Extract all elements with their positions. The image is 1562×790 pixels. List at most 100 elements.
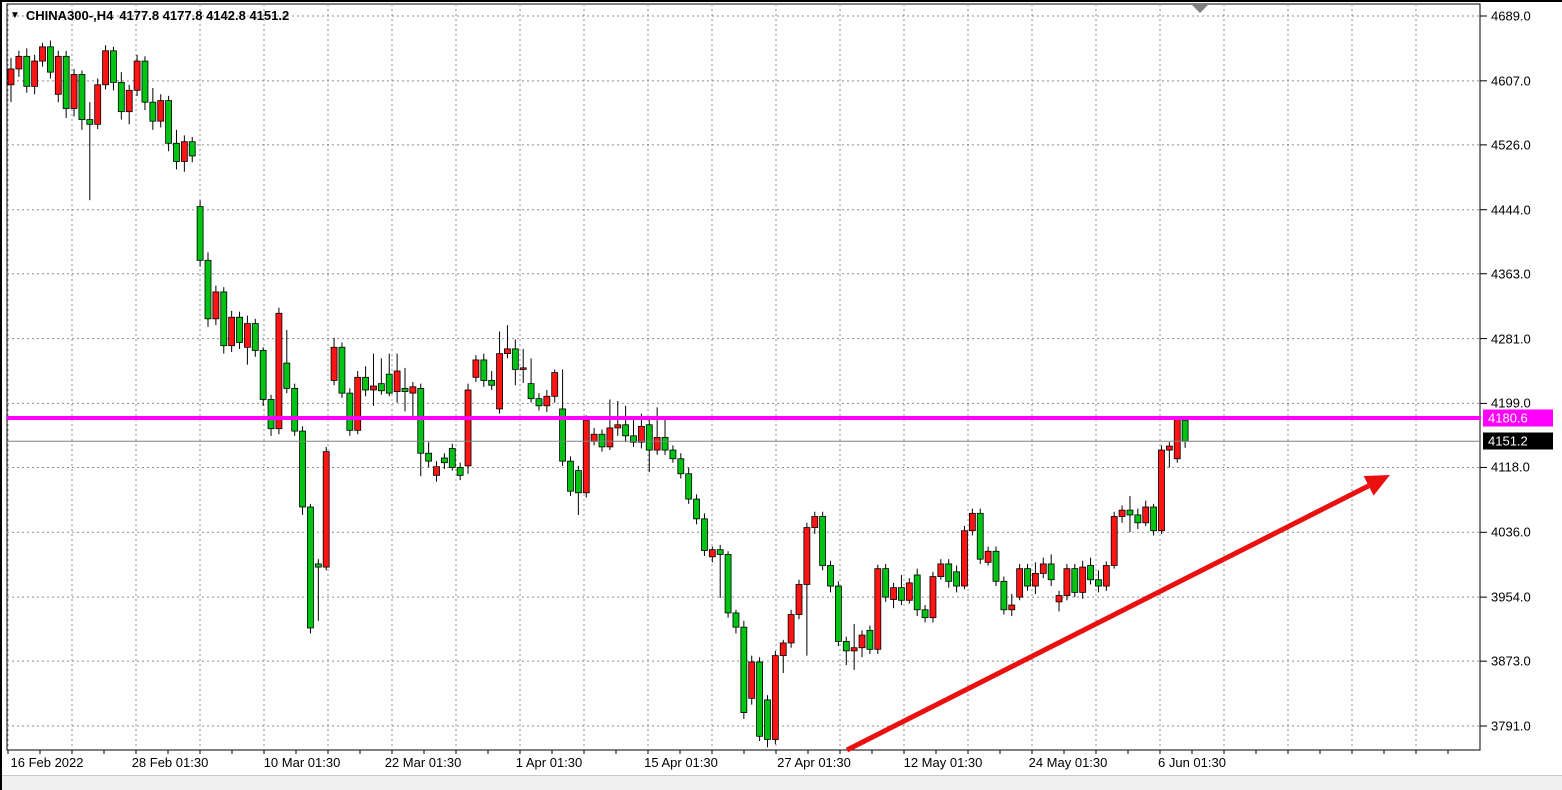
date-axis-label: 27 Apr 01:30 bbox=[777, 755, 851, 770]
price-axis-label: 3791.0 bbox=[1491, 718, 1531, 734]
candle-bearish bbox=[645, 424, 653, 451]
candle-bullish bbox=[322, 451, 330, 568]
candle-bearish bbox=[456, 467, 464, 476]
candle-bearish bbox=[291, 387, 299, 432]
candle-bullish bbox=[1039, 563, 1047, 574]
candle-bullish bbox=[464, 389, 472, 467]
candle-bullish bbox=[370, 385, 377, 391]
candle-bullish bbox=[393, 370, 401, 392]
candle-bearish bbox=[283, 362, 291, 389]
candle-bearish bbox=[1087, 565, 1094, 581]
candle-bearish bbox=[78, 74, 86, 120]
candle-bullish bbox=[929, 576, 937, 619]
candle-bearish bbox=[827, 565, 834, 587]
candle-bullish bbox=[850, 647, 858, 652]
candle-bearish bbox=[1134, 514, 1142, 524]
candle-bearish bbox=[425, 452, 433, 462]
candle-bullish bbox=[157, 100, 165, 122]
candle-bearish bbox=[764, 699, 771, 740]
date-axis-label: 6 Jun 01:30 bbox=[1158, 755, 1226, 770]
candle-bullish bbox=[243, 323, 251, 348]
candle-bearish bbox=[86, 119, 94, 125]
candle-bullish bbox=[180, 141, 188, 162]
candle-bearish bbox=[251, 323, 259, 351]
ohlc-values-label: 4177.8 4177.8 4142.8 4151.2 bbox=[119, 8, 290, 23]
symbol-timeframe-label: CHINA300-,H4 bbox=[25, 8, 114, 23]
candle-bearish bbox=[819, 516, 827, 566]
candle-bearish bbox=[598, 433, 606, 448]
price-axis-label: 4607.0 bbox=[1491, 73, 1531, 89]
candle-bearish bbox=[196, 206, 204, 261]
symbol-dropdown-icon[interactable]: ▼ bbox=[10, 9, 20, 21]
candle-bearish bbox=[1047, 563, 1055, 581]
date-axis-label: 16 Feb 2022 bbox=[10, 755, 84, 770]
candle-bullish bbox=[354, 376, 362, 431]
candle-bullish bbox=[653, 437, 661, 451]
candle-bearish bbox=[338, 346, 346, 394]
candle-bullish bbox=[1173, 418, 1181, 460]
candle-bearish bbox=[259, 350, 267, 400]
candle-bullish bbox=[31, 60, 39, 87]
candle-bearish bbox=[362, 376, 370, 391]
candle-bearish bbox=[661, 437, 669, 451]
candle-bullish bbox=[614, 424, 622, 429]
candle-bullish bbox=[433, 466, 440, 476]
candle-bearish bbox=[913, 574, 921, 611]
price-axis-label: 4036.0 bbox=[1491, 524, 1531, 540]
candle-bullish bbox=[937, 563, 945, 577]
candle-bullish bbox=[1016, 568, 1024, 598]
candle-bearish bbox=[756, 661, 763, 737]
candle-bearish bbox=[685, 473, 693, 500]
candle-bearish bbox=[567, 460, 574, 492]
candle-bullish bbox=[874, 568, 882, 650]
candle-bullish bbox=[54, 55, 62, 95]
candle-bearish bbox=[267, 399, 275, 430]
candle-bearish bbox=[236, 316, 243, 343]
candle-bearish bbox=[992, 550, 1000, 582]
candle-bearish bbox=[953, 571, 960, 587]
price-axis-label: 3873.0 bbox=[1491, 653, 1531, 669]
candle-bearish bbox=[724, 554, 732, 614]
candle-bullish bbox=[890, 587, 897, 600]
candle-bearish bbox=[188, 141, 196, 157]
candle-bullish bbox=[1055, 595, 1063, 603]
candle-bearish bbox=[385, 373, 393, 394]
candle-bullish bbox=[1142, 506, 1150, 524]
candle-bullish bbox=[496, 353, 503, 410]
candle-bullish bbox=[504, 348, 511, 355]
candle-bearish bbox=[299, 430, 306, 508]
candle-bullish bbox=[543, 395, 551, 407]
price-axis-label: 4526.0 bbox=[1491, 137, 1531, 153]
candle-bearish bbox=[110, 50, 117, 83]
candle-bearish bbox=[448, 448, 456, 468]
candle-bullish bbox=[984, 550, 992, 563]
candle-bearish bbox=[866, 629, 874, 650]
candle-bearish bbox=[417, 387, 425, 454]
candle-bearish bbox=[921, 609, 929, 619]
date-axis-label: 12 May 01:30 bbox=[903, 755, 983, 770]
candle-bullish bbox=[1079, 566, 1087, 593]
candle-bullish bbox=[133, 60, 141, 91]
candle-bullish bbox=[7, 68, 15, 86]
candle-bearish bbox=[47, 46, 54, 73]
candle-bearish bbox=[401, 387, 409, 392]
date-axis-label: 15 Apr 01:30 bbox=[644, 755, 718, 770]
price-axis-label: 4281.0 bbox=[1491, 331, 1531, 347]
candle-bearish bbox=[677, 458, 685, 475]
date-axis-label: 22 Mar 01:30 bbox=[384, 755, 462, 770]
candle-bullish bbox=[1158, 449, 1165, 532]
chart-shift-marker-icon bbox=[1192, 5, 1208, 13]
candle-bearish bbox=[1150, 506, 1157, 532]
candle-bullish bbox=[212, 291, 220, 320]
candle-bearish bbox=[220, 291, 228, 347]
candle-bearish bbox=[716, 549, 724, 555]
date-axis-label: 10 Mar 01:30 bbox=[263, 755, 341, 770]
candle-bullish bbox=[472, 359, 480, 378]
candle-bullish bbox=[1063, 568, 1071, 596]
candle-bullish bbox=[811, 516, 819, 528]
date-axis-label: 28 Feb 01:30 bbox=[131, 755, 209, 770]
chart-title: ▼ CHINA300-,H4 4177.8 4177.8 4142.8 4151… bbox=[10, 8, 289, 23]
candle-bearish bbox=[835, 585, 842, 642]
candle-bearish bbox=[622, 424, 630, 437]
